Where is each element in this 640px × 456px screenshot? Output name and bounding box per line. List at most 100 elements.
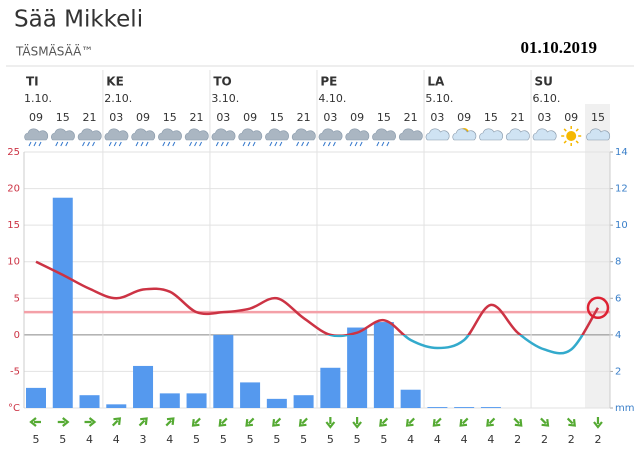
- wind-speed: 5: [354, 433, 361, 446]
- rain: [92, 141, 95, 147]
- wind-speed: 4: [166, 433, 173, 446]
- precip-bar: [293, 395, 314, 408]
- wind-arrow: [298, 417, 308, 427]
- hour-label: 09: [136, 111, 150, 124]
- wind-speed: 4: [487, 433, 494, 446]
- arrow: [111, 417, 122, 427]
- cloud: [505, 128, 530, 141]
- cloud: [104, 128, 129, 141]
- arrow: [272, 417, 282, 427]
- hour-label: 21: [404, 111, 418, 124]
- rain: [242, 141, 246, 147]
- cloud: [586, 128, 611, 141]
- wind-speed: 5: [33, 433, 40, 446]
- precip-bar: [106, 404, 127, 408]
- precip-bar: [480, 407, 501, 408]
- y2-tick-label: 14: [615, 147, 628, 158]
- rain: [306, 141, 310, 147]
- precip-bar: [79, 395, 100, 408]
- weather-icon: [345, 128, 370, 147]
- hour-label: 15: [377, 111, 391, 124]
- weather-icon: [131, 128, 156, 147]
- weather-icon: [184, 128, 209, 147]
- weather-icon: [532, 128, 557, 141]
- y-tick-label: 15: [7, 220, 20, 231]
- arrow: [540, 417, 550, 427]
- rain: [220, 141, 224, 147]
- arrow: [298, 417, 308, 427]
- wind-speed: 5: [59, 433, 66, 446]
- rain: [28, 141, 32, 147]
- cloud: [479, 128, 503, 141]
- rain: [332, 141, 336, 147]
- weather-icon: [265, 128, 289, 147]
- hour-label: 03: [430, 111, 444, 124]
- rain: [140, 141, 144, 147]
- cloud: [291, 128, 316, 141]
- cloud: [51, 128, 75, 141]
- weather-icon: [211, 128, 236, 147]
- arrow: [593, 417, 603, 429]
- rain: [65, 141, 69, 147]
- precip-bar: [266, 398, 287, 408]
- hour-label: 15: [270, 111, 284, 124]
- y2-tick-label: 2: [615, 366, 621, 377]
- temperature-line: [35, 260, 600, 355]
- wind-speed: 5: [273, 433, 280, 446]
- current-marker: [586, 296, 610, 320]
- wind-arrow: [566, 417, 576, 427]
- weather-icon: [24, 128, 49, 147]
- arrow: [84, 417, 97, 427]
- cloud: [398, 128, 423, 141]
- cloud: [452, 128, 477, 141]
- hour-label: 21: [83, 111, 97, 124]
- weather-icon: [104, 128, 129, 147]
- day-date: 4.10.: [318, 92, 346, 105]
- precip-bar: [400, 389, 421, 408]
- rain: [359, 141, 363, 147]
- wind-speed: 5: [220, 433, 227, 446]
- hour-label: 09: [350, 111, 364, 124]
- date: 01.10.2019: [521, 38, 598, 57]
- hour-label: 09: [457, 111, 471, 124]
- day-date: 2.10.: [104, 92, 132, 105]
- y-tick-label: °C: [8, 403, 20, 414]
- rain: [279, 141, 283, 147]
- hour-label: 15: [56, 111, 70, 124]
- wind-speed: 4: [461, 433, 468, 446]
- weather-icon: [318, 128, 343, 147]
- rain: [296, 141, 300, 147]
- weather-icon: [452, 128, 477, 141]
- precip-bar: [320, 367, 341, 408]
- wind-arrow: [165, 417, 175, 427]
- wind-speed: 5: [300, 433, 307, 446]
- wind-speed: 2: [514, 433, 521, 446]
- wind-speed: 4: [113, 433, 120, 446]
- cloud: [238, 128, 263, 141]
- precip-bar: [373, 322, 394, 408]
- wind-arrow: [191, 417, 201, 427]
- rain: [327, 141, 331, 147]
- hour-label: 21: [511, 111, 525, 124]
- arrow: [138, 417, 148, 427]
- arrow: [432, 417, 442, 427]
- wind-arrow: [245, 417, 255, 427]
- hour-label: 09: [243, 111, 257, 124]
- day-name: KE: [106, 75, 124, 89]
- arrow: [352, 417, 362, 429]
- wind-speed: 5: [247, 433, 254, 446]
- arrow: [218, 417, 228, 427]
- y-tick-label: 5: [14, 293, 20, 304]
- rain: [118, 141, 122, 147]
- current-column: [585, 104, 610, 408]
- cloud: [345, 128, 370, 141]
- rain: [386, 141, 390, 147]
- subtitle: TÄSMÄSÄÄ™: [15, 44, 93, 59]
- rain: [194, 141, 198, 147]
- rain: [274, 141, 278, 147]
- cloud: [425, 128, 450, 141]
- rain: [60, 141, 64, 147]
- arrow: [486, 417, 496, 427]
- rain: [145, 141, 149, 147]
- arrow: [405, 417, 415, 427]
